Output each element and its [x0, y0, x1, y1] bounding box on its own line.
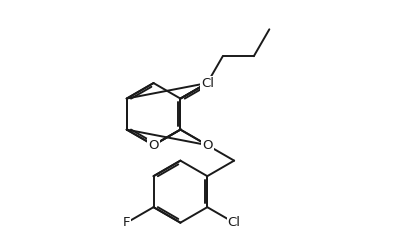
Text: Cl: Cl [201, 77, 214, 89]
Text: O: O [148, 139, 159, 152]
Text: O: O [202, 139, 213, 152]
Text: O: O [202, 139, 213, 152]
Text: Cl: Cl [228, 216, 241, 229]
Text: F: F [123, 216, 130, 229]
